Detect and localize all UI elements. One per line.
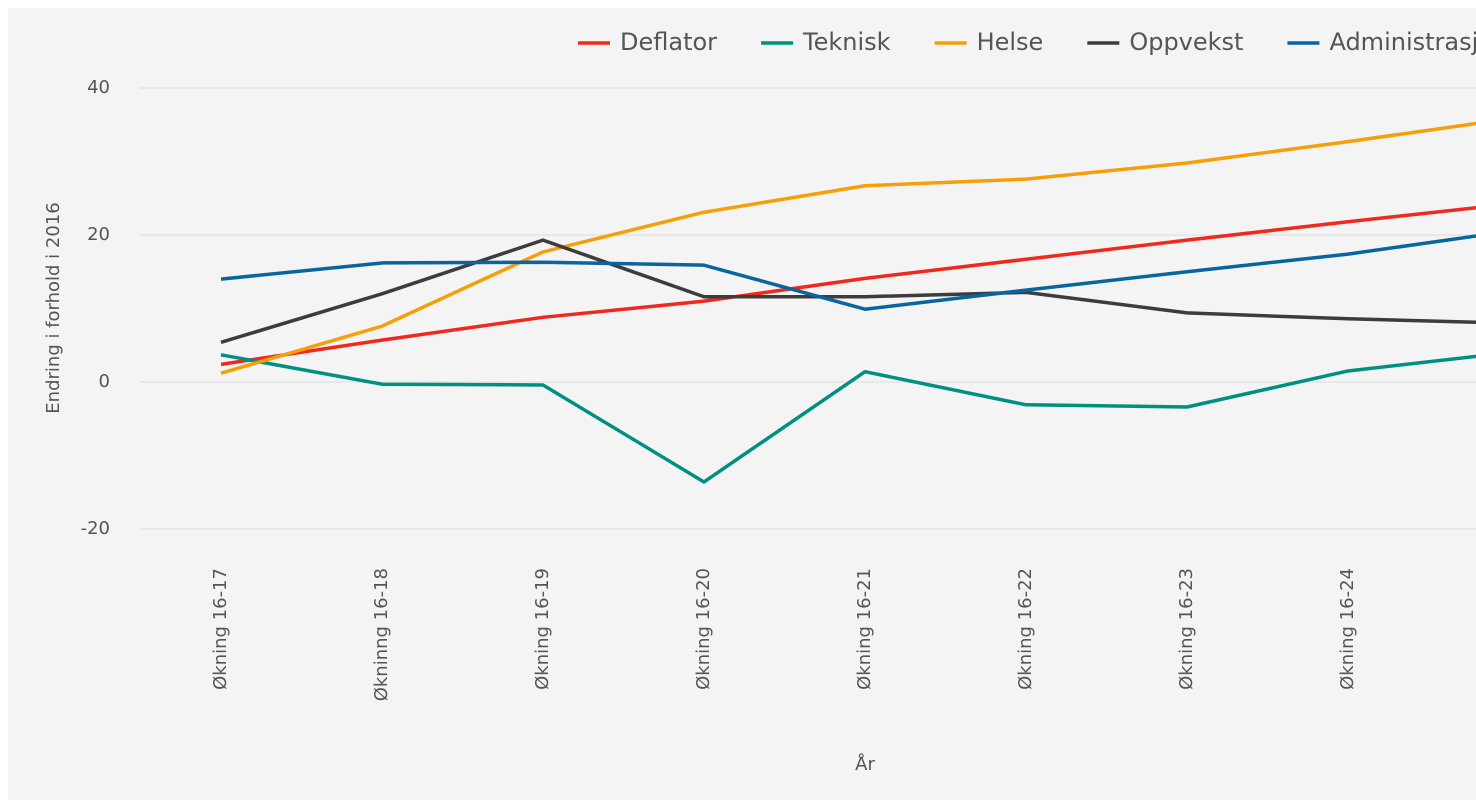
x-tick-label: Økning 16-22 <box>1015 568 1036 690</box>
legend-label: Helse <box>977 28 1044 56</box>
legend-label: Deflator <box>620 28 717 56</box>
y-tick-label: -20 <box>81 518 110 539</box>
line <box>220 238 1476 344</box>
y-axis-title: Endring i forhold i 2016 <box>43 202 64 413</box>
x-tick-label: Økning 16-23 <box>1176 568 1197 690</box>
legend-item: Deflator <box>578 28 717 56</box>
x-axis-title: År <box>855 753 875 775</box>
panel <box>8 8 1476 800</box>
legend-label: Teknisk <box>802 28 891 56</box>
legend-item: Oppvekst <box>1087 28 1243 56</box>
x-tick-label: Økning 16-20 <box>693 568 714 690</box>
x-tick-label: Økning 16-17 <box>210 568 231 690</box>
line <box>220 234 1476 311</box>
line <box>220 353 1476 484</box>
legend-item: Helse <box>934 28 1044 56</box>
y-tick-label: 20 <box>87 224 110 245</box>
legend-label: Administrasjon <box>1329 28 1476 56</box>
x-tick-label: Økning 16-21 <box>854 568 875 690</box>
legend-item: Teknisk <box>761 28 891 56</box>
legend-item: Administrasjon <box>1287 28 1476 56</box>
line <box>220 205 1476 367</box>
y-tick-label: 0 <box>99 371 110 392</box>
x-tick-label: Økning 16-24 <box>1337 568 1358 690</box>
line <box>220 121 1476 375</box>
y-tick-label: 40 <box>87 77 110 98</box>
x-tick-label: Økning 16-19 <box>532 568 553 690</box>
x-tick-label: Økninng 16-18 <box>371 568 392 701</box>
legend-label: Oppvekst <box>1129 28 1243 56</box>
